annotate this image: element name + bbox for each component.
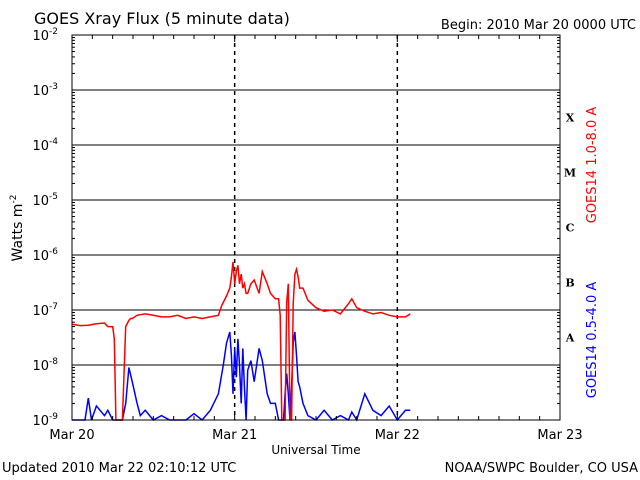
y-tick-label: 10-7 — [32, 302, 58, 319]
chart-title: GOES Xray Flux (5 minute data) — [34, 9, 290, 28]
y-tick-label: 10-8 — [32, 357, 58, 374]
legend-series-long: GOES14 1.0-8.0 A — [585, 107, 600, 224]
svg-text:Watts m-2: Watts m-2 — [9, 195, 26, 262]
flare-class-label: A — [565, 332, 575, 345]
x-tick-label: Mar 20 — [49, 428, 94, 443]
x-axis-label: Universal Time — [271, 443, 360, 457]
x-tick-label: Mar 22 — [375, 428, 420, 443]
y-tick-label: 10-5 — [32, 192, 58, 209]
y-tick-label: 10-4 — [32, 137, 58, 154]
y-tick-label: 10-9 — [32, 412, 58, 429]
legend-series-short: GOES14 0.5-4.0 A — [585, 282, 600, 399]
x-tick-label: Mar 21 — [212, 428, 257, 443]
updated-label: Updated 2010 Mar 22 02:10:12 UTC — [2, 461, 236, 476]
plot-frame — [71, 34, 561, 421]
credit-label: NOAA/SWPC Boulder, CO USA — [445, 461, 638, 476]
flare-class-label: B — [565, 277, 574, 290]
flare-class-label: M — [564, 167, 576, 180]
flare-class-label: X — [566, 112, 575, 125]
y-tick-label: 10-6 — [32, 247, 58, 264]
begin-label: Begin: 2010 Mar 20 0000 UTC — [441, 18, 636, 33]
series-line-0 — [71, 261, 411, 421]
y-tick-label: 10-2 — [32, 27, 58, 44]
y-tick-label: 10-3 — [32, 82, 58, 99]
x-tick-label: Mar 23 — [537, 428, 582, 443]
flare-class-label: C — [566, 222, 575, 235]
y-axis-label: Watts m-2 — [9, 195, 26, 262]
